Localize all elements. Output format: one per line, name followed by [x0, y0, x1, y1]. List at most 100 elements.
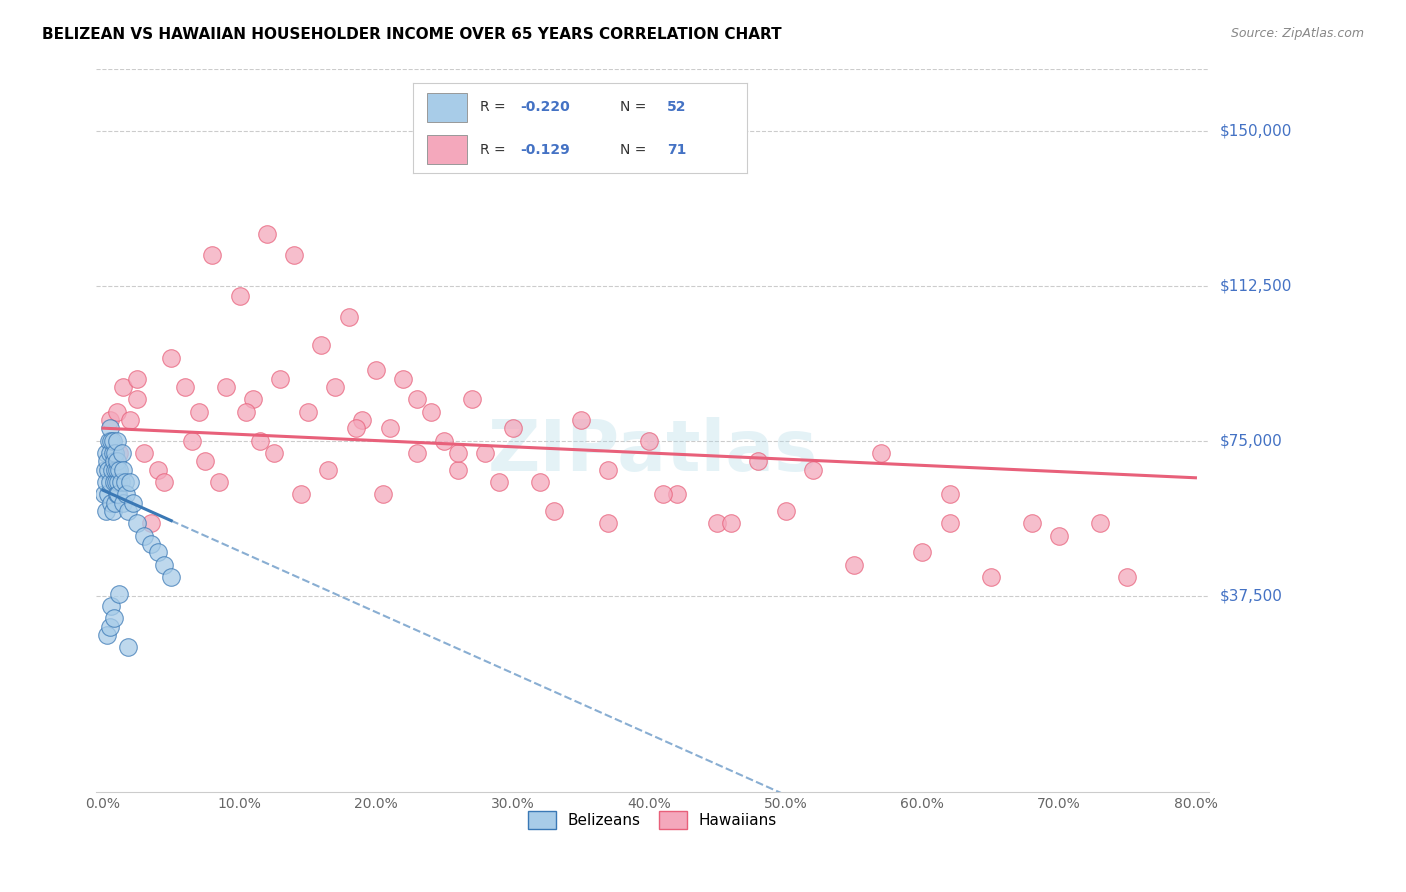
Point — [104, 475, 127, 489]
Point — [447, 462, 470, 476]
Point — [114, 475, 136, 489]
Point — [194, 454, 217, 468]
Point — [201, 247, 224, 261]
Point — [112, 462, 135, 476]
Point — [419, 404, 441, 418]
Point — [283, 247, 305, 261]
Point — [100, 446, 122, 460]
Point — [235, 404, 257, 418]
Point — [108, 462, 131, 476]
Point — [94, 446, 117, 460]
Point — [94, 462, 117, 476]
Point — [187, 404, 209, 418]
Point — [1021, 516, 1043, 531]
Point — [263, 446, 285, 460]
Point — [1088, 516, 1111, 531]
Point — [173, 380, 195, 394]
Point — [97, 487, 120, 501]
Point — [100, 599, 122, 613]
Point — [488, 475, 510, 489]
Point — [105, 454, 128, 468]
Point — [125, 371, 148, 385]
Point — [980, 570, 1002, 584]
Point — [378, 421, 401, 435]
Text: Source: ZipAtlas.com: Source: ZipAtlas.com — [1230, 27, 1364, 40]
Point — [132, 529, 155, 543]
Point — [598, 516, 620, 531]
Point — [665, 487, 688, 501]
Point — [103, 611, 125, 625]
Point — [96, 628, 118, 642]
Point — [101, 446, 124, 460]
Point — [290, 487, 312, 501]
Point — [101, 504, 124, 518]
Point — [132, 446, 155, 460]
Point — [569, 413, 592, 427]
Point — [98, 413, 121, 427]
Point — [104, 446, 127, 460]
Point — [371, 487, 394, 501]
Point — [153, 475, 176, 489]
Point — [598, 462, 620, 476]
Point — [120, 413, 142, 427]
Point — [474, 446, 496, 460]
Point — [228, 289, 250, 303]
Point — [105, 434, 128, 448]
Point — [344, 421, 367, 435]
Point — [842, 558, 865, 572]
Text: $37,500: $37,500 — [1220, 588, 1284, 603]
Point — [543, 504, 565, 518]
Point — [747, 454, 769, 468]
Text: BELIZEAN VS HAWAIIAN HOUSEHOLDER INCOME OVER 65 YEARS CORRELATION CHART: BELIZEAN VS HAWAIIAN HOUSEHOLDER INCOME … — [42, 27, 782, 42]
Point — [146, 462, 169, 476]
Point — [98, 619, 121, 633]
Point — [96, 475, 118, 489]
Point — [107, 475, 129, 489]
Point — [911, 545, 934, 559]
Point — [337, 310, 360, 324]
Point — [392, 371, 415, 385]
Point — [215, 380, 238, 394]
Point — [720, 516, 742, 531]
Point — [125, 516, 148, 531]
Point — [316, 462, 339, 476]
Point — [93, 487, 115, 501]
Point — [94, 504, 117, 518]
Point — [269, 371, 291, 385]
Legend: Belizeans, Hawaiians: Belizeans, Hawaiians — [522, 805, 783, 835]
Point — [146, 545, 169, 559]
Point — [242, 392, 264, 407]
Point — [105, 487, 128, 501]
Point — [100, 495, 122, 509]
Point — [115, 487, 138, 501]
Point — [249, 434, 271, 448]
Point — [105, 404, 128, 418]
Point — [406, 446, 429, 460]
Point — [180, 434, 202, 448]
Point — [460, 392, 482, 407]
Point — [117, 504, 139, 518]
Point — [297, 404, 319, 418]
Point — [406, 392, 429, 407]
Point — [938, 487, 960, 501]
Point — [110, 475, 132, 489]
Point — [112, 380, 135, 394]
Text: $150,000: $150,000 — [1220, 123, 1292, 138]
Point — [107, 487, 129, 501]
Point — [98, 475, 121, 489]
Point — [311, 338, 333, 352]
Point — [103, 454, 125, 468]
Point — [775, 504, 797, 518]
Point — [98, 434, 121, 448]
Point — [108, 446, 131, 460]
Point — [108, 586, 131, 600]
Point — [122, 495, 145, 509]
Point — [160, 351, 183, 365]
Point — [103, 475, 125, 489]
Point — [706, 516, 728, 531]
Point — [433, 434, 456, 448]
Point — [352, 413, 374, 427]
Point — [97, 462, 120, 476]
Point — [870, 446, 893, 460]
Point — [101, 462, 124, 476]
